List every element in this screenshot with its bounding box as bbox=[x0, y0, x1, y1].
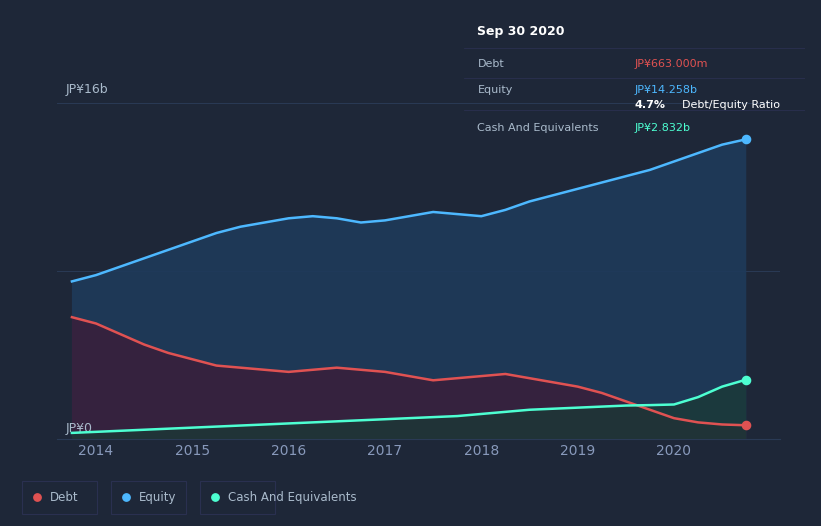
Text: Cash And Equivalents: Cash And Equivalents bbox=[228, 491, 356, 503]
FancyBboxPatch shape bbox=[112, 481, 186, 513]
FancyBboxPatch shape bbox=[22, 481, 97, 513]
Point bbox=[30, 493, 44, 501]
Text: JP¥16b: JP¥16b bbox=[65, 83, 108, 96]
Text: Sep 30 2020: Sep 30 2020 bbox=[478, 25, 565, 38]
FancyBboxPatch shape bbox=[200, 481, 275, 513]
Text: 4.7%: 4.7% bbox=[635, 100, 665, 110]
Text: JP¥663.000m: JP¥663.000m bbox=[635, 58, 708, 69]
Point bbox=[119, 493, 132, 501]
Text: JP¥2.832b: JP¥2.832b bbox=[635, 123, 690, 133]
Text: JP¥0: JP¥0 bbox=[65, 422, 92, 435]
Text: Equity: Equity bbox=[139, 491, 177, 503]
Text: Debt/Equity Ratio: Debt/Equity Ratio bbox=[682, 100, 780, 110]
Point bbox=[740, 135, 753, 144]
Point bbox=[740, 421, 753, 429]
Point bbox=[209, 493, 222, 501]
Text: Debt: Debt bbox=[50, 491, 78, 503]
Text: Debt: Debt bbox=[478, 58, 504, 69]
Text: JP¥14.258b: JP¥14.258b bbox=[635, 85, 697, 95]
Text: Equity: Equity bbox=[478, 85, 513, 95]
Text: Cash And Equivalents: Cash And Equivalents bbox=[478, 123, 599, 133]
Point bbox=[740, 376, 753, 384]
